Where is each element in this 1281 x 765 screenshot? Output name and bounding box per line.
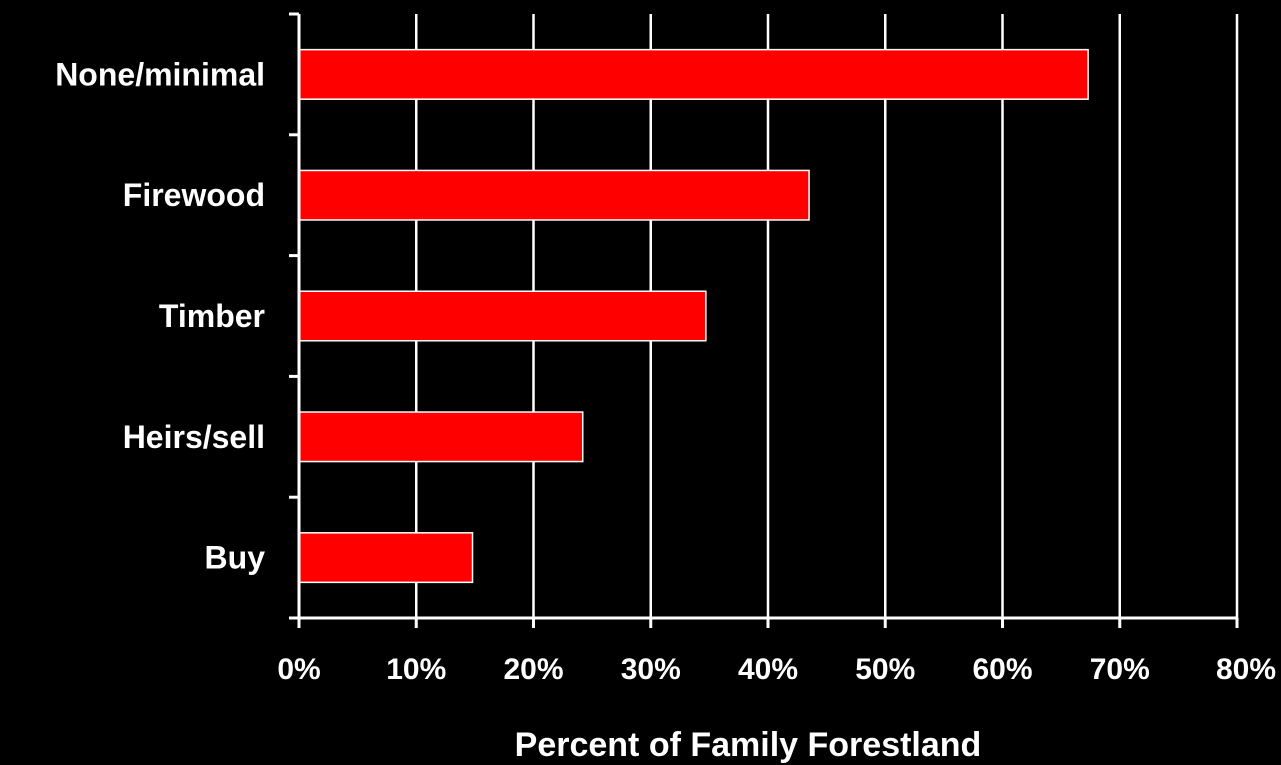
category-label-4: Buy	[205, 540, 266, 576]
x-tick-label-8: 80%	[1216, 653, 1276, 686]
bar-2	[298, 290, 707, 342]
category-label-1: Firewood	[123, 177, 265, 213]
category-label-0: None/minimal	[55, 56, 265, 92]
x-tick-label-5: 50%	[855, 653, 915, 686]
x-tick-label-3: 30%	[621, 653, 681, 686]
x-tick-label-0: 0%	[277, 653, 320, 686]
x-tick-label-1: 10%	[386, 653, 446, 686]
category-labels: None/minimal Firewood Timber Heirs/sell Buy	[55, 56, 265, 575]
x-tick-label-2: 20%	[503, 653, 563, 686]
bar-3	[298, 411, 584, 463]
x-tick-labels: 0% 10% 20% 30% 40% 50% 60% 70% 80%	[277, 653, 1276, 686]
x-tick-label-6: 60%	[972, 653, 1032, 686]
axes	[289, 12, 1239, 628]
bar-1	[298, 169, 810, 221]
category-label-3: Heirs/sell	[123, 419, 265, 455]
x-tick-label-4: 40%	[738, 653, 798, 686]
category-label-2: Timber	[159, 298, 265, 334]
x-axis-title: Percent of Family Forestland	[515, 726, 982, 764]
bar-0	[298, 48, 1089, 100]
bar-4	[298, 532, 474, 584]
x-tick-label-7: 70%	[1090, 653, 1150, 686]
